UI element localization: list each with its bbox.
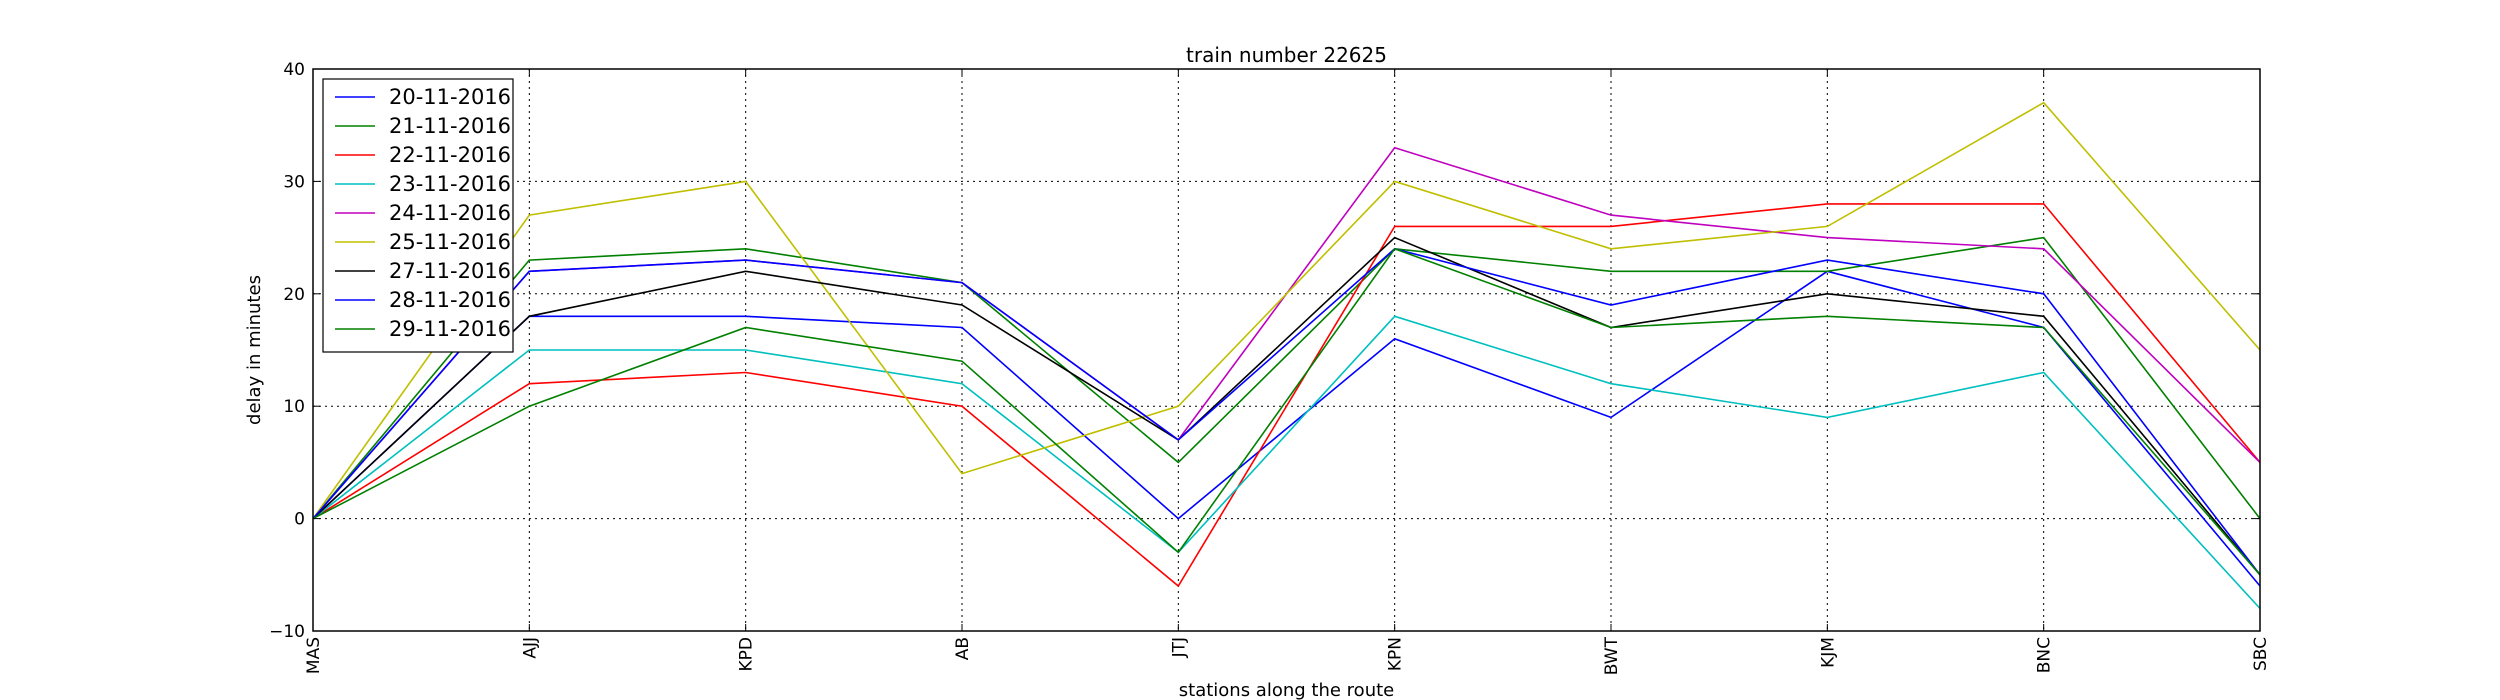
x-tick-label: BWT <box>1602 636 1622 675</box>
legend-label: 21-11-2016 <box>389 114 511 138</box>
y-tick-label: 0 <box>294 510 305 530</box>
series-line <box>312 101 2261 520</box>
y-axis-label: delay in minutes <box>244 275 265 425</box>
y-tick-label: 20 <box>283 285 305 305</box>
series-lines <box>312 101 2261 610</box>
legend-box <box>322 78 514 353</box>
x-tick-label: MAS <box>304 637 324 674</box>
series-line <box>312 247 2261 576</box>
y-tick-label: 10 <box>283 397 305 417</box>
x-tick-label: AB <box>953 637 973 660</box>
x-tick-label: AJJ <box>520 637 540 659</box>
x-tick-label: SBC <box>2251 637 2271 671</box>
x-axis-label: stations along the route <box>1179 680 1394 700</box>
x-tick-label: JTJ <box>1169 637 1189 658</box>
legend-label: 23-11-2016 <box>389 172 511 196</box>
x-tick-label: KPN <box>1386 637 1406 671</box>
legend-label: 20-11-2016 <box>389 85 511 109</box>
y-tick-label: 30 <box>283 172 305 192</box>
x-tick-label: BNC <box>2035 637 2055 673</box>
series-line <box>312 270 2261 587</box>
legend-label: 24-11-2016 <box>389 201 511 225</box>
x-tick-label: KPD <box>737 637 757 672</box>
plot-frame <box>312 68 2261 632</box>
series-line <box>312 236 2261 576</box>
legend-label: 22-11-2016 <box>389 143 511 167</box>
legend-label: 25-11-2016 <box>389 230 511 254</box>
series-line <box>312 315 2261 610</box>
series-line <box>312 236 2261 520</box>
y-tick-label: −10 <box>269 622 305 642</box>
axis-ticks: MAS AJJ KPD AB JTJ KPN BWT KJM BNC SBC −10 0 10 20 30 4… <box>269 60 2271 675</box>
legend-label: 29-11-2016 <box>389 317 511 341</box>
legend-label: 28-11-2016 <box>389 288 511 312</box>
y-tick-label: 40 <box>283 60 305 80</box>
legend-label: 27-11-2016 <box>389 259 511 283</box>
legend: 20-11-2016 21-11-2016 22-11-2016 23-11-2016… <box>322 78 514 353</box>
series-line <box>312 203 2261 588</box>
series-line <box>312 247 2261 576</box>
chart-title: train number 22625 <box>1186 43 1387 67</box>
x-tick-label: KJM <box>1818 637 1838 668</box>
